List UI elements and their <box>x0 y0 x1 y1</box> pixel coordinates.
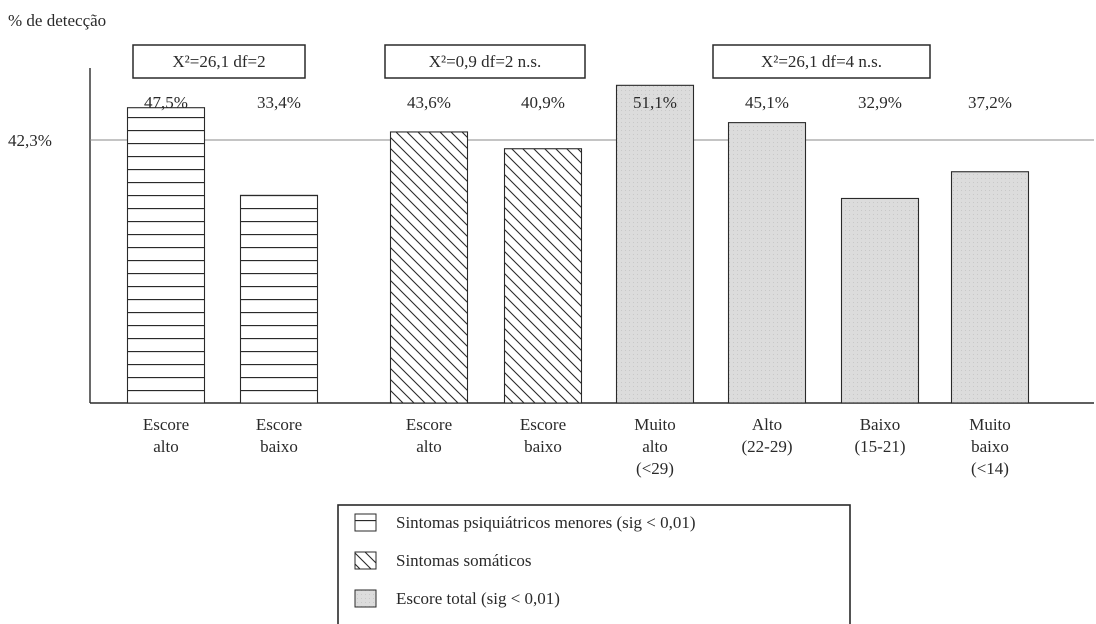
category-label-8: Muito baixo (<14) <box>969 415 1011 478</box>
category-label-6: Alto (22-29) <box>742 415 793 456</box>
legend-item-1: Sintomas psiquiátricos menores (sig < 0,… <box>396 513 696 532</box>
legend: Sintomas psiquiátricos menores (sig < 0,… <box>337 504 851 624</box>
category-label-5: Muito alto (<29) <box>634 415 676 478</box>
category-label-3: Escore alto <box>406 415 452 456</box>
legend-swatch-diagonal-lines <box>354 551 377 570</box>
bar-value-label-1: 47,5% <box>144 93 188 112</box>
stat-label-2: X²=0,9 df=2 n.s. <box>429 52 542 71</box>
stat-box-2 <box>384 44 586 79</box>
category-label-7: Baixo (15-21) <box>855 415 906 456</box>
stat-box-1 <box>132 44 306 79</box>
bar-6 <box>727 122 807 404</box>
bar-2 <box>239 194 319 404</box>
bar-7 <box>840 197 920 404</box>
bar-value-label-3: 43,6% <box>407 93 451 112</box>
stat-label-1: X²=26,1 df=2 <box>172 52 265 71</box>
category-label-1: Escore alto <box>143 415 189 456</box>
category-label-4: Escore baixo <box>520 415 566 456</box>
bar-5 <box>615 84 695 404</box>
bar-3 <box>389 131 469 404</box>
y-axis-label: % de detecção <box>8 11 106 30</box>
bar-value-label-5: 51,1% <box>633 93 677 112</box>
bar-value-label-8: 37,2% <box>968 93 1012 112</box>
bar-value-label-2: 33,4% <box>257 93 301 112</box>
bar-8 <box>950 171 1030 404</box>
reference-line-label: 42,3% <box>8 131 52 150</box>
bar-value-label-6: 45,1% <box>745 93 789 112</box>
stat-box-3 <box>712 44 931 79</box>
bar-value-label-4: 40,9% <box>521 93 565 112</box>
category-label-2: Escore baixo <box>256 415 302 456</box>
bar-4 <box>503 148 583 404</box>
legend-item-2: Sintomas somáticos <box>396 551 532 570</box>
bar-value-label-7: 32,9% <box>858 93 902 112</box>
legend-item-3: Escore total (sig < 0,01) <box>396 589 560 608</box>
legend-swatch-horizontal-lines <box>354 513 377 532</box>
stat-label-3: X²=26,1 df=4 n.s. <box>761 52 882 71</box>
bar-1 <box>126 107 206 404</box>
legend-swatch-gray-fill <box>354 589 377 608</box>
